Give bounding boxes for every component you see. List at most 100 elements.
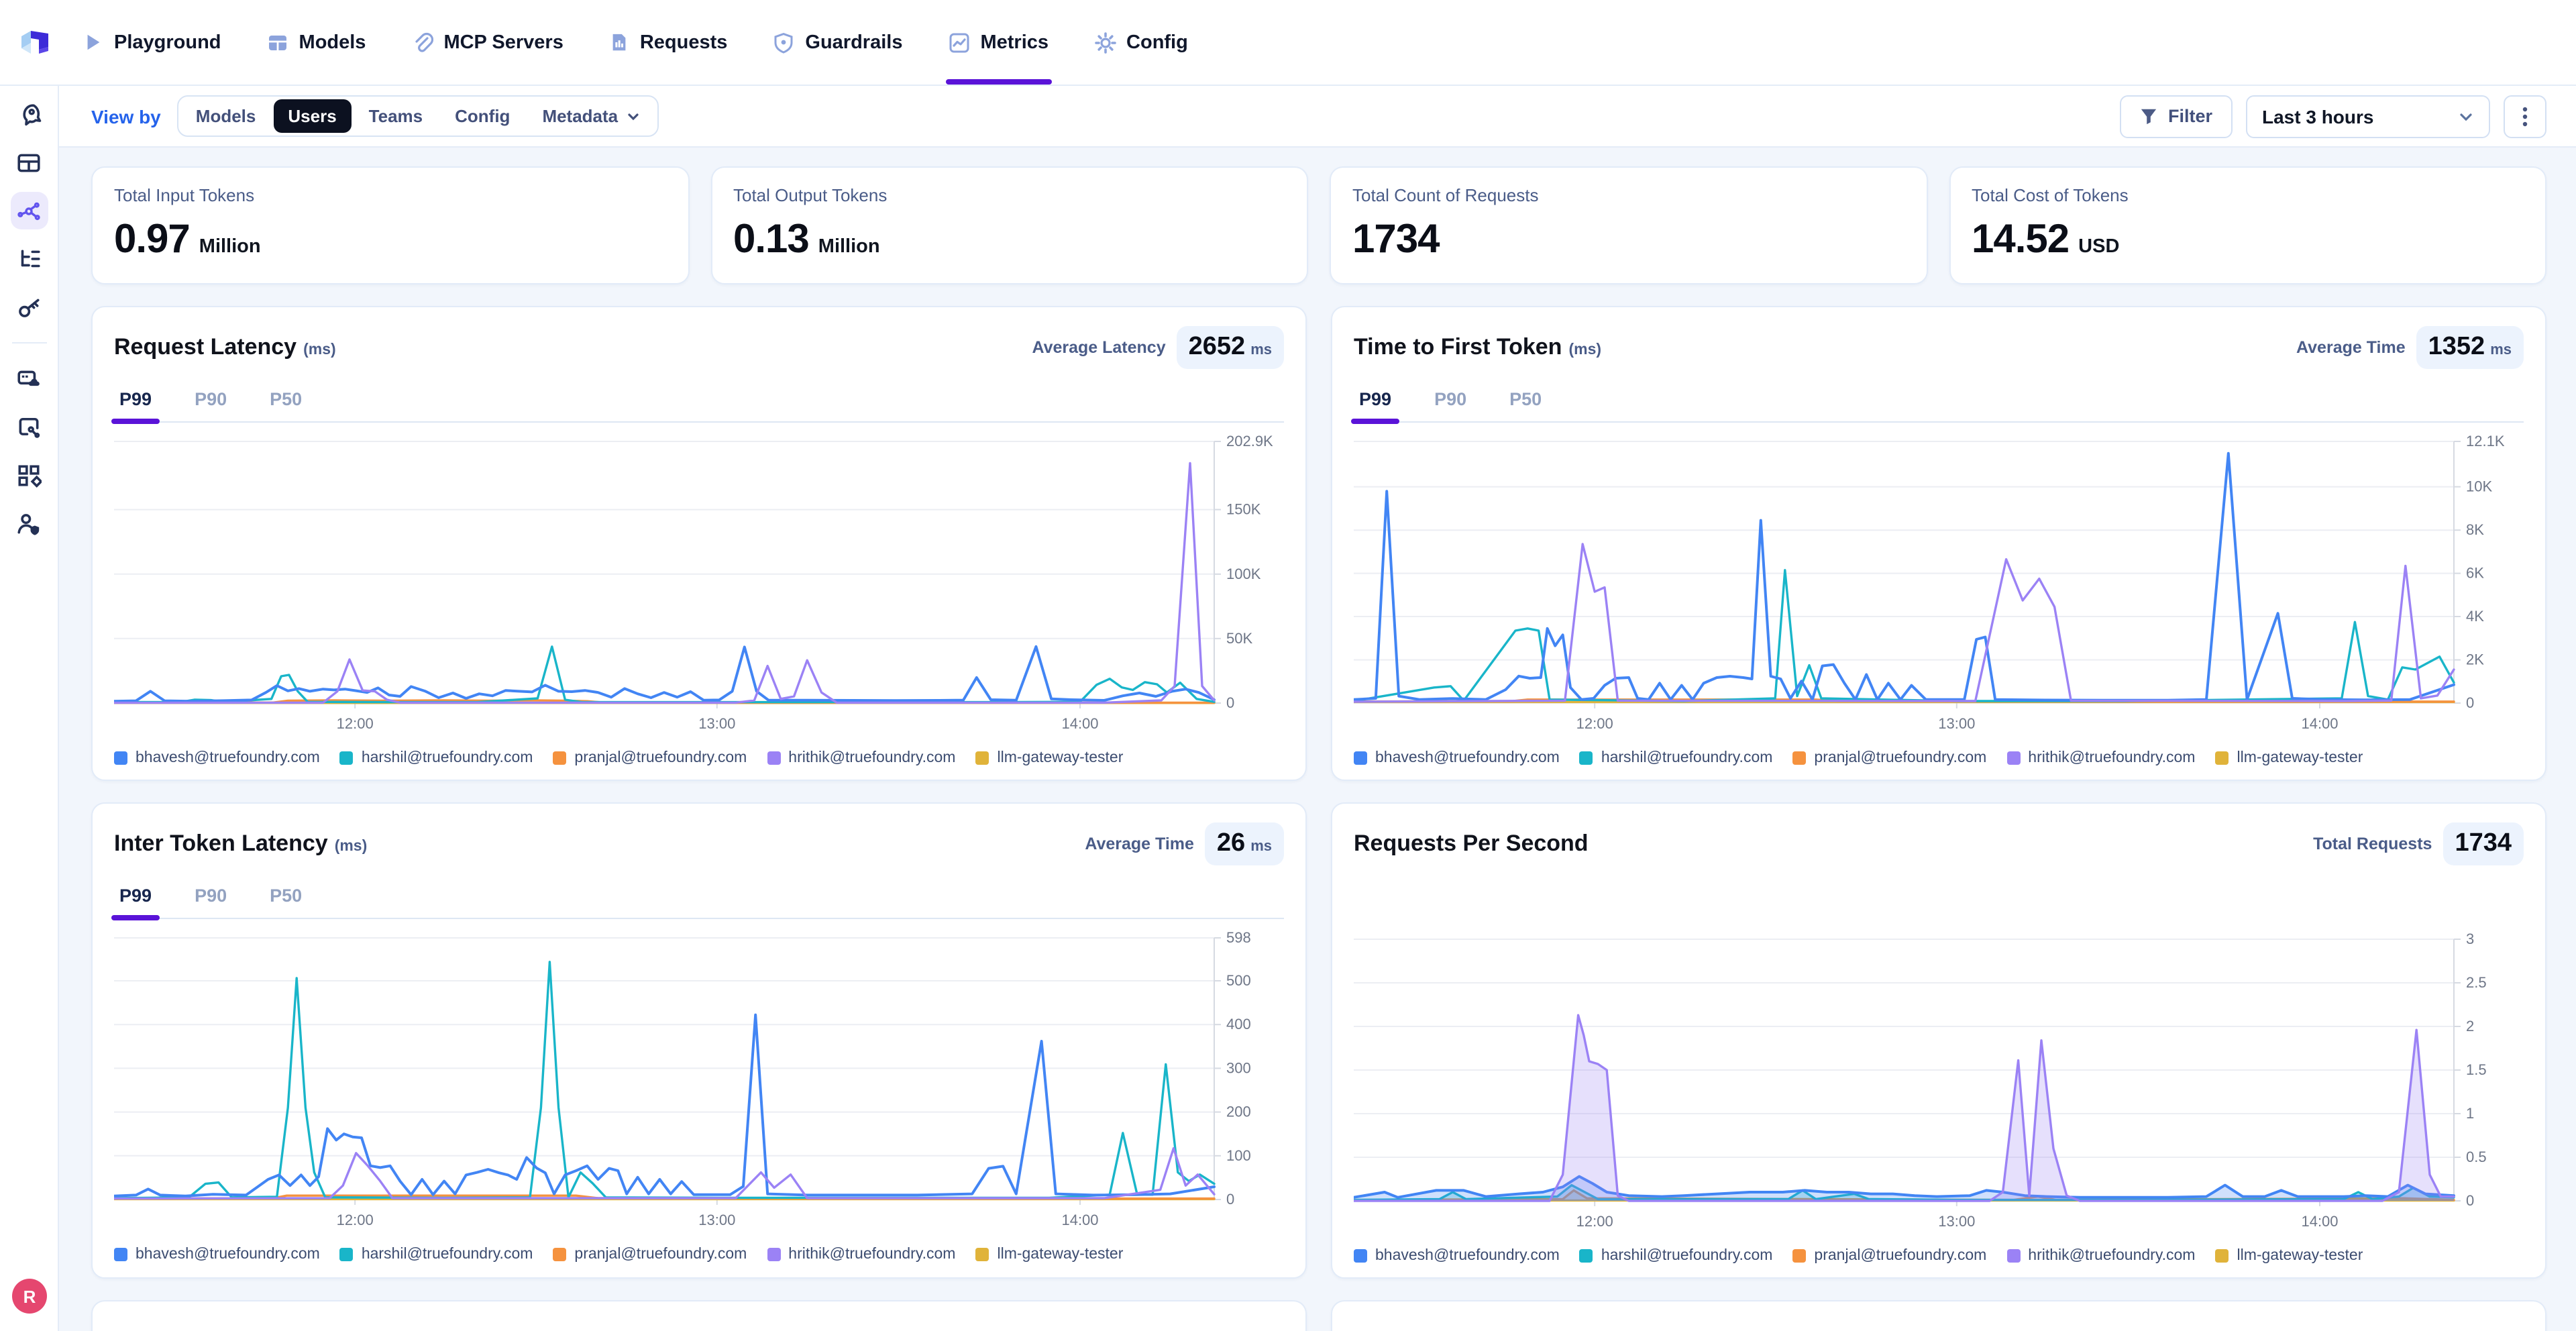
legend-item[interactable]: hrithik@truefoundry.com	[2006, 1248, 2195, 1264]
legend-item[interactable]: llm-gateway-tester	[2215, 750, 2363, 766]
more-options-button[interactable]	[2504, 95, 2546, 138]
legend-label: harshil@truefoundry.com	[361, 750, 533, 766]
tab-p90[interactable]: P90	[1434, 389, 1467, 409]
sidebar-item-gateway-icon[interactable]	[10, 192, 48, 229]
legend-label: hrithik@truefoundry.com	[788, 1246, 956, 1263]
chart-title: Request Latency (ms)	[114, 334, 336, 360]
time-to-first-token-chart[interactable]: 0 2K 4K 6K 8K 10K 12.1K 12:00 13:00 14:00	[1354, 431, 2524, 739]
time-range-value: Last 3 hours	[2262, 105, 2374, 127]
legend-item[interactable]: harshil@truefoundry.com	[1579, 750, 1772, 766]
summary-badge: 2652 ms	[1176, 326, 1284, 369]
tab-p99[interactable]: P99	[111, 382, 160, 423]
sidebar-item-hierarchy-icon[interactable]	[10, 240, 48, 278]
legend-swatch	[553, 751, 567, 765]
nav-item-playground[interactable]: Playground	[83, 0, 221, 85]
sidebar-item-deployments-icon[interactable]	[10, 360, 48, 397]
inter-token-latency-chart[interactable]: 0 100 200 300 400 500 598 12:00 13:00 14:00	[114, 927, 1284, 1236]
nav-item-guardrails[interactable]: Guardrails	[773, 0, 902, 85]
legend-swatch	[1792, 751, 1807, 765]
legend-item[interactable]: pranjal@truefoundry.com	[553, 1246, 747, 1263]
nav-item-mcp-servers[interactable]: MCP Servers	[411, 0, 564, 85]
legend-label: hrithik@truefoundry.com	[2028, 1248, 2196, 1264]
sidebar-item-user-access-icon[interactable]	[10, 504, 48, 542]
tab-p90[interactable]: P90	[195, 389, 227, 409]
sidebar-item-workflows-icon[interactable]	[10, 408, 48, 445]
legend-item[interactable]: llm-gateway-tester	[2215, 1248, 2363, 1264]
legend-item[interactable]: harshil@truefoundry.com	[339, 1246, 533, 1263]
request-latency-chart[interactable]: 0 50K 100K 150K 202.9K 12:00 13:00 14:00	[114, 431, 1284, 739]
tab-p50[interactable]: P50	[270, 389, 303, 409]
summary-value: 1352	[2428, 333, 2485, 361]
tab-p50[interactable]: P50	[1509, 389, 1542, 409]
svg-text:14:00: 14:00	[2301, 1213, 2338, 1230]
legend-item[interactable]: bhavesh@truefoundry.com	[114, 1246, 320, 1263]
legend-swatch	[114, 1248, 127, 1261]
legend-swatch	[975, 1248, 989, 1261]
legend-label: hrithik@truefoundry.com	[2028, 750, 2196, 766]
truefoundry-logo-icon[interactable]	[16, 23, 54, 61]
legend-item[interactable]: llm-gateway-tester	[975, 1246, 1123, 1263]
stat-label: Total Count of Requests	[1352, 185, 1539, 205]
legend-item[interactable]: hrithik@truefoundry.com	[2006, 750, 2195, 766]
stat-label: Total Cost of Tokens	[1972, 185, 2129, 205]
svg-text:12:00: 12:00	[337, 715, 374, 732]
chart-title-unit: (ms)	[303, 342, 336, 358]
pill-users[interactable]: Users	[273, 99, 352, 133]
sidebar-item-integrations-icon[interactable]	[10, 456, 48, 494]
chart-title: Time to First Token (ms)	[1354, 334, 1602, 360]
legend-label: bhavesh@truefoundry.com	[1375, 750, 1560, 766]
nav-item-requests[interactable]: Requests	[609, 0, 727, 85]
summary-unit: ms	[1250, 342, 1272, 358]
stat-card-total-requests: Total Count of Requests 1734	[1330, 166, 1927, 284]
svg-text:8K: 8K	[2466, 521, 2484, 538]
pill-metadata[interactable]: Metadata	[527, 99, 654, 133]
legend-item[interactable]: llm-gateway-tester	[975, 750, 1123, 766]
legend-swatch	[2215, 1249, 2229, 1263]
next-row-card-right	[1331, 1300, 2546, 1331]
legend-swatch	[114, 751, 127, 765]
user-avatar[interactable]: R	[12, 1279, 47, 1314]
nav-item-models[interactable]: Models	[267, 0, 366, 85]
summary-label: Average Time	[1085, 835, 1194, 853]
summary-value: 1734	[2455, 829, 2512, 857]
svg-text:3: 3	[2466, 930, 2474, 947]
filter-button[interactable]: Filter	[2119, 95, 2233, 138]
svg-text:12:00: 12:00	[1576, 715, 1613, 732]
svg-text:13:00: 13:00	[698, 1212, 735, 1228]
legend-item[interactable]: harshil@truefoundry.com	[1579, 1248, 1772, 1264]
legend-item[interactable]: bhavesh@truefoundry.com	[1354, 750, 1560, 766]
legend-item[interactable]: pranjal@truefoundry.com	[1792, 750, 1986, 766]
stat-label: Total Input Tokens	[114, 185, 255, 205]
legend-item[interactable]: pranjal@truefoundry.com	[1792, 1248, 1986, 1264]
tab-p90[interactable]: P90	[195, 886, 227, 906]
kebab-menu-icon	[2522, 106, 2528, 126]
legend-item[interactable]: bhavesh@truefoundry.com	[1354, 1248, 1560, 1264]
sidebar	[0, 86, 59, 1331]
legend-item[interactable]: hrithik@truefoundry.com	[767, 1246, 955, 1263]
pill-models[interactable]: Models	[195, 106, 256, 126]
legend-item[interactable]: hrithik@truefoundry.com	[767, 750, 955, 766]
chart-canvas: 0 0.5 1 1.5 2 2.5 3 12:00 13:00 14:00	[1354, 930, 2487, 1230]
summary-value: 2652	[1188, 333, 1246, 361]
svg-text:500: 500	[1226, 972, 1251, 989]
nav-item-config[interactable]: Config	[1094, 0, 1188, 85]
time-range-select[interactable]: Last 3 hours	[2246, 95, 2490, 138]
legend-item[interactable]: harshil@truefoundry.com	[339, 750, 533, 766]
tab-p99[interactable]: P99	[111, 879, 160, 920]
tab-p50[interactable]: P50	[270, 886, 303, 906]
top-nav: Playground Models MCP Servers Requests	[0, 0, 2576, 86]
requests-per-second-chart[interactable]: 0 0.5 1 1.5 2 2.5 3 12:00 13:00 14:00	[1354, 928, 2524, 1237]
tab-p99[interactable]: P99	[1350, 382, 1400, 423]
sidebar-item-models-table-icon[interactable]	[10, 144, 48, 181]
legend-item[interactable]: bhavesh@truefoundry.com	[114, 750, 320, 766]
nav-item-metrics[interactable]: Metrics	[945, 0, 1051, 85]
sidebar-item-deploy-rocket-icon[interactable]	[10, 95, 48, 133]
sidebar-item-api-key-icon[interactable]	[10, 288, 48, 326]
pill-teams[interactable]: Teams	[368, 106, 423, 126]
chart-canvas: 0 2K 4K 6K 8K 10K 12.1K 12:00 13:00 14:00	[1354, 433, 2505, 732]
legend-item[interactable]: pranjal@truefoundry.com	[553, 750, 747, 766]
chevron-down-icon	[2460, 113, 2472, 121]
charts-grid: Request Latency (ms) Average Latency 265…	[91, 306, 2546, 1279]
pill-config[interactable]: Config	[455, 106, 511, 126]
svg-text:100: 100	[1226, 1147, 1251, 1164]
